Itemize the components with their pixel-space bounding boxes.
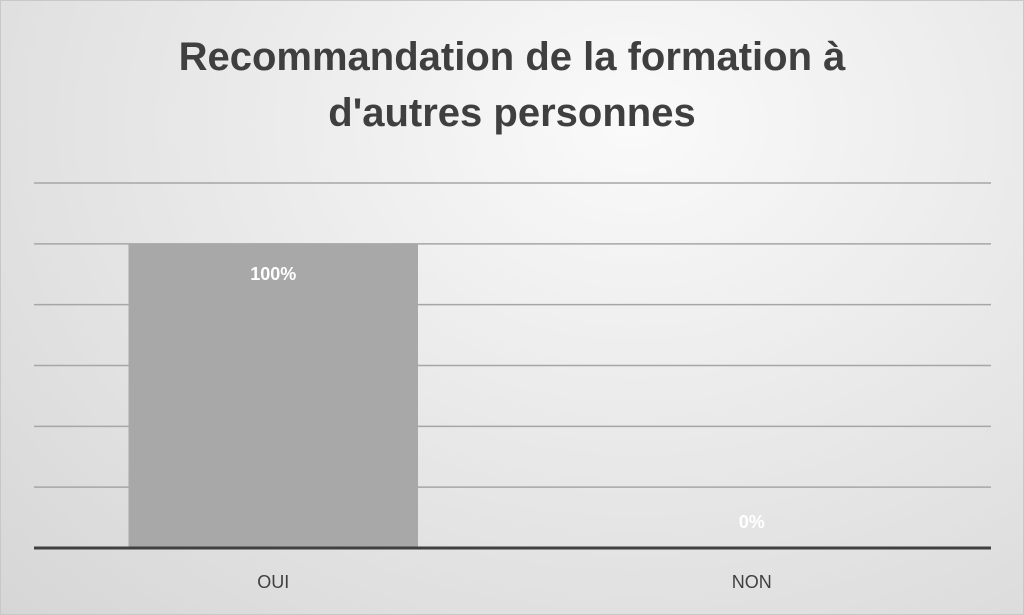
data-label-non: 0% <box>739 512 765 532</box>
bar-oui <box>128 243 418 549</box>
chart-title-line-1: Recommandation de la formation à <box>178 35 846 79</box>
chart-title-line-2: d'autres personnes <box>328 91 696 135</box>
data-label-oui: 100% <box>250 264 296 284</box>
x-tick-label-oui: OUI <box>257 572 289 592</box>
x-tick-label-non: NON <box>732 572 772 592</box>
chart-title: Recommandation de la formation à d'autre… <box>1 29 1023 141</box>
